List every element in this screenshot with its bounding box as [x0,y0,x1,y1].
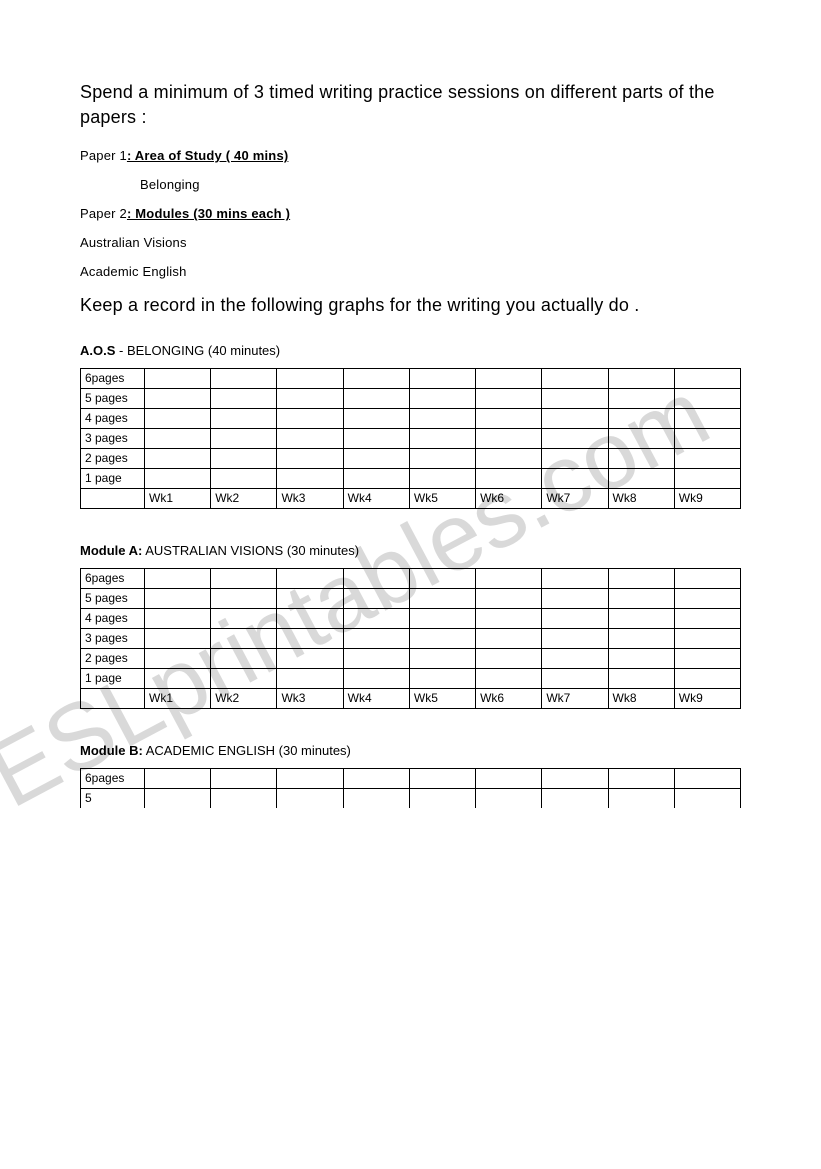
module-a-table: 6pages 5 pages 4 pages 3 pages 2 pages 1… [80,568,741,709]
aos-title-bold: A.O.S [80,343,115,358]
document-page: ESLprintables.com Spend a minimum of 3 t… [0,0,821,1169]
week-label: Wk3 [277,488,343,508]
module-a-title-rest: AUSTRALIAN VISIONS (30 minutes) [142,543,359,558]
table-row: 5 pages [81,588,741,608]
module-b-table: 6pages 5 [80,768,741,809]
week-label: Wk9 [674,688,740,708]
row-label: 3 pages [81,428,145,448]
module-b-title: Module B: ACADEMIC ENGLISH (30 minutes) [80,743,741,758]
table-row: 4 pages [81,408,741,428]
table-row: 6pages [81,768,741,788]
week-label: Wk5 [409,688,475,708]
paper1-line: Paper 1: Area of Study ( 40 mins) [80,148,741,163]
table-row: 6pages [81,568,741,588]
table-row: 6pages [81,368,741,388]
module-b-title-bold: Module B: [80,743,143,758]
row-label: 5 pages [81,588,145,608]
row-label: 6pages [81,768,145,788]
row-label: 4 pages [81,608,145,628]
week-label: Wk6 [476,688,542,708]
row-label: 1 page [81,468,145,488]
table-row: 5 [81,788,741,808]
week-label: Wk2 [211,488,277,508]
table-row: 2 pages [81,448,741,468]
paper1-item: Belonging [80,177,741,192]
week-label: Wk4 [343,688,409,708]
row-label: 6pages [81,368,145,388]
aos-title-rest: - BELONGING (40 minutes) [115,343,280,358]
module-a-title: Module A: AUSTRALIAN VISIONS (30 minutes… [80,543,741,558]
week-label: Wk6 [476,488,542,508]
week-label: Wk8 [608,688,674,708]
keep-record-paragraph: Keep a record in the following graphs fo… [80,293,741,318]
module-a-title-bold: Module A: [80,543,142,558]
table-row: 2 pages [81,648,741,668]
aos-title: A.O.S - BELONGING (40 minutes) [80,343,741,358]
paper2-item-1: Academic English [80,264,741,279]
paper2-label: : Modules (30 mins each ) [127,206,290,221]
week-label: Wk1 [145,488,211,508]
week-label: Wk2 [211,688,277,708]
paper1-prefix: Paper 1 [80,148,127,163]
table-row-weeks: Wk1 Wk2 Wk3 Wk4 Wk5 Wk6 Wk7 Wk8 Wk9 [81,488,741,508]
table-row: 1 page [81,468,741,488]
row-label: 4 pages [81,408,145,428]
table-row: 3 pages [81,428,741,448]
paper2-prefix: Paper 2 [80,206,127,221]
table-row: 1 page [81,668,741,688]
row-label: 5 [81,788,145,808]
week-label: Wk7 [542,488,608,508]
table-row: 5 pages [81,388,741,408]
paper1-label: : Area of Study ( 40 mins) [127,148,288,163]
page-content: Spend a minimum of 3 timed writing pract… [80,80,741,808]
row-label: 5 pages [81,388,145,408]
row-label: 2 pages [81,648,145,668]
aos-table: 6pages 5 pages 4 pages 3 pages 2 pages 1… [80,368,741,509]
table-row: 4 pages [81,608,741,628]
week-label: Wk1 [145,688,211,708]
week-label: Wk4 [343,488,409,508]
row-label: 1 page [81,668,145,688]
row-label: 6pages [81,568,145,588]
row-label: 2 pages [81,448,145,468]
row-label: 3 pages [81,628,145,648]
week-label: Wk9 [674,488,740,508]
week-label: Wk5 [409,488,475,508]
paper2-item-0: Australian Visions [80,235,741,250]
intro-paragraph: Spend a minimum of 3 timed writing pract… [80,80,741,130]
paper2-line: Paper 2: Modules (30 mins each ) [80,206,741,221]
week-label: Wk8 [608,488,674,508]
week-label: Wk3 [277,688,343,708]
week-label: Wk7 [542,688,608,708]
module-b-title-rest: ACADEMIC ENGLISH (30 minutes) [143,743,351,758]
table-row-weeks: Wk1 Wk2 Wk3 Wk4 Wk5 Wk6 Wk7 Wk8 Wk9 [81,688,741,708]
table-row: 3 pages [81,628,741,648]
